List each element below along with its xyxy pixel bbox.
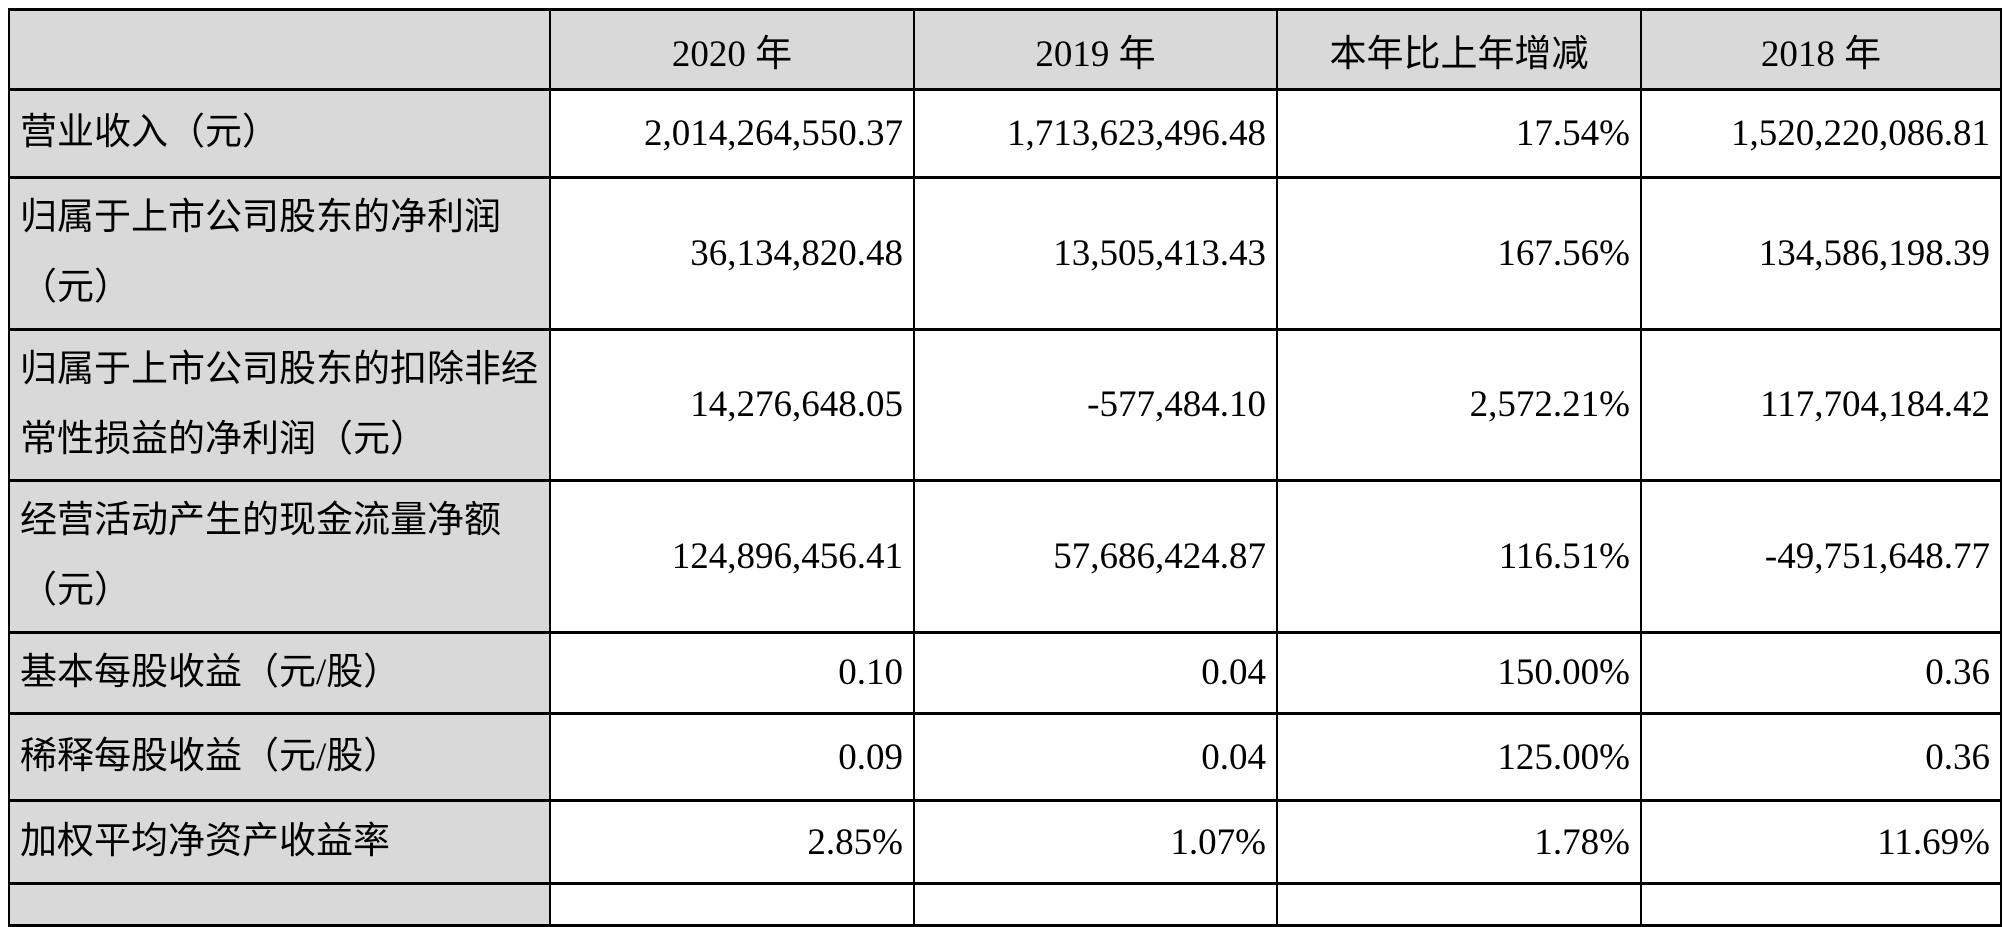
table-row-clipped xyxy=(8,882,2002,927)
cell-change: 167.56% xyxy=(1276,176,1642,331)
cell-2020: 14,276,648.05 xyxy=(549,327,915,483)
cell-2019: 0.04 xyxy=(913,712,1278,803)
table-row-revenue: 营业收入（元） 2,014,264,550.37 1,713,623,496.4… xyxy=(8,88,2002,179)
cell-2018: 0.36 xyxy=(1640,630,2002,716)
cell-2018: 0.36 xyxy=(1640,712,2002,803)
row-label: 归属于上市公司股东的扣除非经常性损益的净利润（元） xyxy=(8,327,551,483)
cell-2018: -49,751,648.77 xyxy=(1640,479,2002,634)
table-row-net-profit: 归属于上市公司股东的净利润（元） 36,134,820.48 13,505,41… xyxy=(8,176,2002,331)
cell-2018: 117,704,184.42 xyxy=(1640,327,2002,483)
row-label: 稀释每股收益（元/股） xyxy=(8,712,551,803)
cell-2019: -577,484.10 xyxy=(913,327,1278,483)
table-row-basic-eps: 基本每股收益（元/股） 0.10 0.04 150.00% 0.36 xyxy=(8,630,2002,716)
cell-2019: 13,505,413.43 xyxy=(913,176,1278,331)
table-row-operating-cash-flow: 经营活动产生的现金流量净额（元） 124,896,456.41 57,686,4… xyxy=(8,479,2002,634)
table-row-diluted-eps: 稀释每股收益（元/股） 0.09 0.04 125.00% 0.36 xyxy=(8,712,2002,803)
cell-2020: 0.10 xyxy=(549,630,915,716)
row-label: 加权平均净资产收益率 xyxy=(8,799,551,886)
cell-2019: 1,713,623,496.48 xyxy=(913,88,1278,179)
row-label: 基本每股收益（元/股） xyxy=(8,630,551,716)
cell-2020: 2,014,264,550.37 xyxy=(549,88,915,179)
cell-2020: 36,134,820.48 xyxy=(549,176,915,331)
cell-change: 1.78% xyxy=(1276,799,1642,886)
table-row-net-profit-excl-nonrecurring: 归属于上市公司股东的扣除非经常性损益的净利润（元） 14,276,648.05 … xyxy=(8,327,2002,483)
cell-change: 125.00% xyxy=(1276,712,1642,803)
cell-change: 17.54% xyxy=(1276,88,1642,179)
cell-change: 2,572.21% xyxy=(1276,327,1642,483)
table-row-weighted-avg-roe: 加权平均净资产收益率 2.85% 1.07% 1.78% 11.69% xyxy=(8,799,2002,886)
cell-2018: 134,586,198.39 xyxy=(1640,176,2002,331)
cell-2019: 0.04 xyxy=(913,630,1278,716)
cell-2019: 1.07% xyxy=(913,799,1278,886)
cell-2019 xyxy=(913,882,1278,927)
cell-2018: 1,520,220,086.81 xyxy=(1640,88,2002,179)
cell-2020: 124,896,456.41 xyxy=(549,479,915,634)
row-label: 经营活动产生的现金流量净额（元） xyxy=(8,479,551,634)
cell-2018 xyxy=(1640,882,2002,927)
cell-2019: 57,686,424.87 xyxy=(913,479,1278,634)
cell-2020: 2.85% xyxy=(549,799,915,886)
row-label: 归属于上市公司股东的净利润（元） xyxy=(8,176,551,331)
row-label: 营业收入（元） xyxy=(8,88,551,179)
header-2020: 2020 年 xyxy=(549,8,915,91)
financial-summary-table: 2020 年 2019 年 本年比上年增减 2018 年 营业收入（元） 2,0… xyxy=(8,8,2002,927)
cell-change xyxy=(1276,882,1642,927)
row-label xyxy=(8,882,551,927)
cell-change: 150.00% xyxy=(1276,630,1642,716)
header-yoy-change: 本年比上年增减 xyxy=(1276,8,1642,91)
cell-2020: 0.09 xyxy=(549,712,915,803)
table-header-row: 2020 年 2019 年 本年比上年增减 2018 年 xyxy=(8,8,2002,91)
header-2019: 2019 年 xyxy=(913,8,1278,91)
header-empty-cell xyxy=(8,8,551,91)
cell-change: 116.51% xyxy=(1276,479,1642,634)
cell-2020 xyxy=(549,882,915,927)
cell-2018: 11.69% xyxy=(1640,799,2002,886)
header-2018: 2018 年 xyxy=(1640,8,2002,91)
